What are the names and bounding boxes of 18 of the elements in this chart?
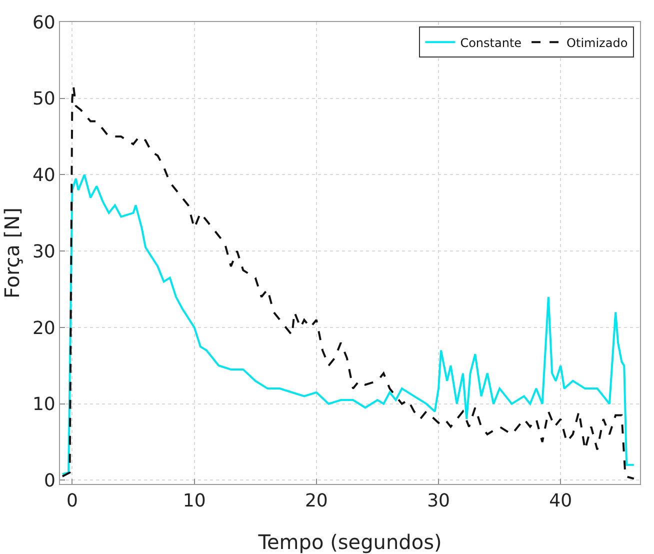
y-tick-label: 10	[32, 394, 56, 416]
y-tick-label: 30	[32, 241, 56, 262]
y-tick-label: 40	[32, 165, 56, 186]
x-tick-label: 30	[427, 490, 450, 512]
x-axis-title: Tempo (segundos)	[257, 530, 442, 554]
x-tick-label: 40	[549, 490, 572, 512]
x-tick-label: 10	[182, 490, 206, 512]
y-tick-label: 50	[32, 88, 56, 110]
y-axis-title: Força [N]	[0, 208, 24, 298]
x-tick-label: 0	[66, 490, 78, 512]
legend-label: Otimizado	[566, 36, 628, 50]
legend-label: Constante	[460, 36, 522, 50]
line-series	[61, 174, 635, 476]
line-series	[61, 85, 635, 480]
y-tick-label: 20	[32, 318, 56, 339]
x-tick-label: 20	[304, 490, 328, 512]
y-tick-label: 0	[44, 470, 56, 492]
y-tick-label: 60	[32, 12, 56, 34]
